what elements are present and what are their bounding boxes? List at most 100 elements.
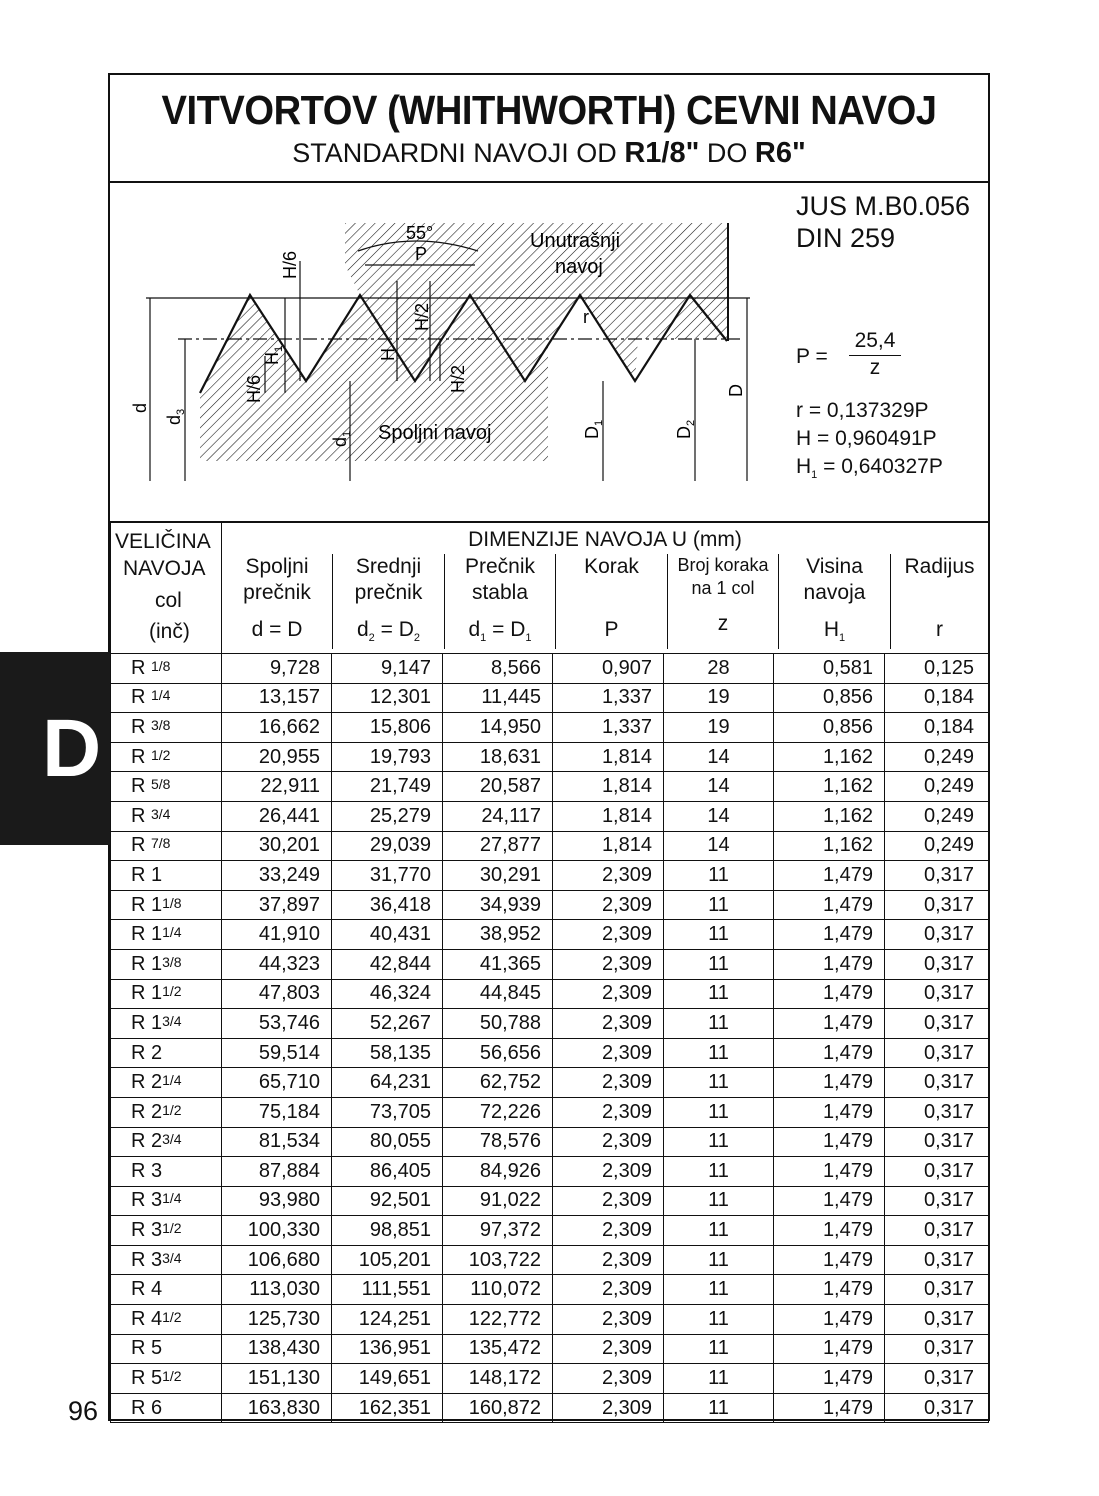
standard-jus: JUS M.B0.056 [796,191,971,221]
cell-d1: 50,788 [442,1008,553,1039]
dim-h2-top: H/2 [412,303,432,331]
thread-size: R 13/4 [110,1008,222,1039]
cell-d1: 56,656 [442,1037,553,1069]
cell-d1: 11,445 [442,682,553,714]
cell-d: 20,955 [221,741,332,773]
formula-p-numerator: 25,4 [849,329,901,356]
cell-d: 53,746 [221,1008,332,1039]
cell-d2: 25,279 [331,800,443,832]
dim-d3: d3 [164,409,187,425]
cell-r: 0,317 [883,1096,990,1128]
formula-r: r = 0,137329P [796,399,929,422]
table-row: R 31/2 100,330 98,851 97,372 2,309 11 1,479 0,3… [110,1215,990,1246]
cell-d2: 9,147 [331,653,443,684]
cell-z: 19 [663,682,774,714]
table-row: R 41/2 125,730 124,251 122,772 2,309 11 1,479 0… [110,1304,990,1335]
cell-d1: 97,372 [442,1215,553,1246]
cell-r: 0,317 [883,1304,990,1335]
cell-d: 81,534 [221,1126,332,1158]
cell-d: 75,184 [221,1096,332,1128]
thread-size: R 31/4 [110,1185,222,1217]
table-row: R 21/2 75,184 73,705 72,226 2,309 11 1,479 0,31… [110,1096,990,1128]
table-row: R 4 113,030 111,551 110,072 2,309 11 1,479 0,31… [110,1274,990,1306]
col-header-d1: Prečnik stabla d1 = D1 [445,554,556,649]
cell-p: 2,309 [552,1274,664,1306]
cell-d: 33,249 [221,860,332,891]
cell-h1: 0,856 [773,682,885,714]
cell-d1: 135,472 [442,1333,553,1365]
thread-size: R 1 [110,860,222,891]
cell-d: 37,897 [221,889,332,921]
col-header-h1: Visina navoja H1 [779,554,891,649]
cell-d1: 30,291 [442,860,553,891]
cell-d2: 40,431 [331,919,443,950]
table-row: R 21/4 65,710 64,231 62,752 2,309 11 1,479 0,31… [110,1067,990,1098]
cell-z: 11 [663,919,774,950]
cell-d: 59,514 [221,1037,332,1069]
page-number: 96 [68,1396,99,1426]
formula-p-label: P = [796,345,828,368]
table-row: R 23/4 81,534 80,055 78,576 2,309 11 1,479 0,31… [110,1126,990,1158]
cell-d: 65,710 [221,1067,332,1098]
cell-r: 0,317 [883,1215,990,1246]
cell-z: 11 [663,1067,774,1098]
cell-h1: 1,479 [773,919,885,950]
dim-h2-bottom: H/2 [448,365,468,393]
thread-size: R 13/8 [110,948,222,980]
cell-p: 2,309 [552,1185,664,1217]
cell-h1: 1,479 [773,1304,885,1335]
cell-d2: 124,251 [331,1304,443,1335]
cell-h1: 1,162 [773,800,885,832]
cell-d1: 78,576 [442,1126,553,1158]
cell-z: 19 [663,712,774,743]
table-row: R 31/4 93,980 92,501 91,022 2,309 11 1,479 0,31… [110,1185,990,1217]
cell-p: 2,309 [552,978,664,1010]
cell-d2: 86,405 [331,1156,443,1187]
cell-r: 0,249 [883,771,990,802]
cell-z: 11 [663,889,774,921]
cell-h1: 1,162 [773,771,885,802]
cell-h1: 1,479 [773,1008,885,1039]
table-row: R 51/2 151,130 149,651 148,172 2,309 11 1,479 0… [110,1363,990,1394]
cell-h1: 0,581 [773,653,885,684]
section-tab: D [0,652,110,845]
cell-z: 14 [663,800,774,832]
subtitle-prefix: STANDARDNI NAVOJI OD [292,138,617,168]
cell-d1: 34,939 [442,889,553,921]
cell-z: 11 [663,1126,774,1158]
cell-d2: 111,551 [331,1274,443,1306]
table-row: R 1/8 9,728 9,147 8,566 0,907 28 0,581 0,125 [110,653,990,684]
cell-z: 11 [663,978,774,1010]
cell-p: 2,309 [552,1037,664,1069]
table-body: R 1/8 9,728 9,147 8,566 0,907 28 0,581 0,125 R 1… [110,653,990,1424]
group-header: DIMENZIJE NAVOJA U (mm) [468,528,742,551]
cell-r: 0,317 [883,1008,990,1039]
cell-p: 2,309 [552,1067,664,1098]
cell-r: 0,184 [883,682,990,714]
cell-p: 2,309 [552,1215,664,1246]
cell-h1: 1,479 [773,1067,885,1098]
cell-d2: 15,806 [331,712,443,743]
cell-r: 0,317 [883,1392,990,1424]
cell-h1: 0,856 [773,712,885,743]
thread-size: R 33/4 [110,1244,222,1276]
cell-h1: 1,479 [773,1126,885,1158]
size-header: VELIČINA NAVOJA col (inč) [110,521,222,654]
external-thread-area [200,295,548,461]
cell-z: 11 [663,1363,774,1394]
cell-d1: 18,631 [442,741,553,773]
cell-h1: 1,479 [773,889,885,921]
cell-z: 14 [663,830,774,862]
formula-p-fraction: 25,4 z [849,329,901,380]
cell-d: 151,130 [221,1363,332,1394]
cell-d2: 162,351 [331,1392,443,1424]
diagram-section: 55° P Unutrašnji navoj Spoljni navoj r H… [110,181,988,523]
cell-p: 1,337 [552,682,664,714]
cell-r: 0,317 [883,1037,990,1069]
internal-thread-label-1: Unutrašnji [530,230,620,252]
cell-z: 14 [663,771,774,802]
cell-d1: 91,022 [442,1185,553,1217]
cell-d1: 41,365 [442,948,553,980]
cell-p: 2,309 [552,948,664,980]
cell-r: 0,249 [883,800,990,832]
